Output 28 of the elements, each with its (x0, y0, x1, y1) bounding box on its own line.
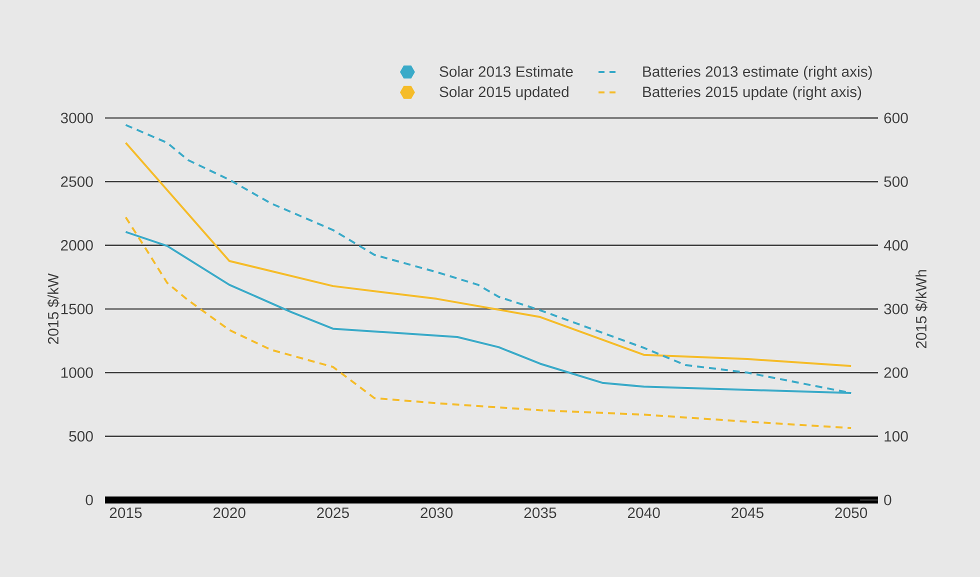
y2-tick-label: 300 (884, 304, 908, 314)
x-tick-label: 2050 (835, 508, 868, 518)
y-axis-title: 2015 $/kW (47, 273, 60, 344)
x-tick-label: 2020 (213, 508, 246, 518)
y-tick-label: 1000 (61, 367, 93, 378)
y2-tick-label: 200 (884, 367, 908, 378)
legend-label: Batteries 2015 update (right axis) (643, 86, 862, 100)
y-tick-label: 2000 (60, 240, 93, 251)
y2-tick-label: 600 (884, 112, 908, 124)
x-tick-label: 2030 (420, 508, 453, 518)
y-tick-label: 2500 (60, 176, 93, 187)
x-tick-label: 2015 (110, 508, 142, 518)
y2-tick-label: 100 (884, 431, 908, 442)
x-tick-label: 2025 (317, 508, 349, 518)
y2-tick-label: 500 (884, 176, 908, 187)
y-tick-label: 500 (69, 431, 93, 442)
y-tick-label: 3000 (60, 112, 93, 124)
y2-tick-label: 0 (884, 494, 892, 506)
legend-label: Solar 2015 updated (440, 86, 568, 100)
y-tick-label: 1500 (61, 304, 93, 314)
y2-tick-label: 400 (884, 240, 908, 251)
legend-label: Solar 2013 Estimate (440, 66, 573, 77)
x-tick-label: 2040 (628, 508, 660, 518)
x-tick-label: 2045 (732, 508, 764, 518)
x-tick-label: 2035 (524, 508, 556, 518)
legend-label: Batteries 2013 estimate (right axis) (643, 66, 872, 80)
y2-axis-title: 2015 $/kWh (915, 270, 928, 348)
y-tick-label: 0 (86, 494, 93, 506)
